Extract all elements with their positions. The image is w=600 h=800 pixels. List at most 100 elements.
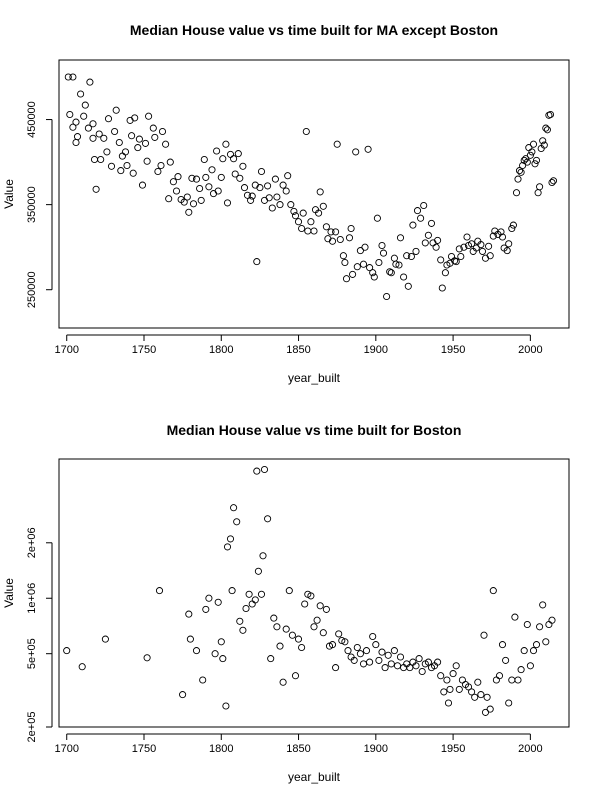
y-tick-label: 2e+06: [26, 527, 38, 558]
data-point: [526, 151, 534, 159]
data-point: [192, 175, 201, 183]
data-point: [532, 641, 541, 649]
data-point: [549, 177, 558, 185]
data-point: [434, 236, 442, 244]
x-tick-label: 1750: [132, 344, 156, 356]
data-point: [509, 221, 517, 229]
data-point: [154, 167, 162, 176]
data-point: [542, 124, 550, 132]
data-point: [338, 636, 346, 645]
data-point: [264, 182, 272, 190]
data-point: [432, 243, 440, 251]
data-point: [251, 596, 259, 604]
y-tick-label: 2e+05: [26, 712, 38, 743]
data-points: [64, 73, 558, 301]
data-point: [310, 227, 318, 235]
data-point: [134, 144, 142, 152]
x-tick-label: 1950: [441, 743, 465, 755]
data-point: [236, 617, 244, 625]
data-point: [162, 140, 170, 148]
data-point: [257, 167, 266, 176]
data-point: [129, 169, 137, 177]
data-point: [522, 155, 530, 163]
data-point: [370, 273, 378, 281]
data-point: [100, 134, 108, 142]
data-point: [219, 155, 227, 163]
data-point: [257, 590, 266, 598]
data-point: [294, 218, 303, 226]
data-point: [247, 196, 255, 204]
data-point: [485, 242, 493, 250]
data-point: [282, 625, 290, 633]
data-point: [539, 601, 547, 609]
data-point: [179, 691, 187, 699]
data-point: [514, 676, 522, 684]
data-point: [264, 515, 272, 523]
data-point: [350, 656, 358, 664]
data-point: [313, 616, 321, 624]
data-point: [217, 638, 225, 646]
data-point: [327, 228, 335, 236]
data-point: [424, 658, 432, 666]
data-point: [474, 678, 482, 686]
data-point: [387, 660, 395, 668]
data-point: [149, 124, 157, 132]
data-point: [364, 145, 372, 153]
data-point: [404, 282, 412, 290]
data-point: [112, 106, 120, 114]
data-point: [141, 139, 150, 147]
data-point: [514, 175, 522, 183]
data-point: [279, 181, 287, 189]
data-point: [344, 647, 352, 655]
data-point: [396, 234, 405, 242]
data-point: [505, 240, 513, 248]
data-point: [245, 590, 253, 598]
data-point: [361, 243, 369, 251]
data-point: [271, 175, 279, 183]
data-point: [298, 224, 306, 233]
data-point: [381, 664, 389, 672]
data-point: [97, 155, 105, 164]
data-point: [213, 147, 221, 155]
data-point: [103, 148, 111, 156]
data-point: [322, 223, 330, 231]
data-point: [505, 699, 513, 707]
data-point: [239, 626, 247, 634]
data-point: [396, 653, 405, 661]
data-point: [407, 252, 415, 261]
data-point: [166, 158, 174, 166]
x-tick-label: 1900: [364, 344, 388, 356]
data-point: [151, 133, 159, 141]
data-point: [472, 244, 480, 252]
data-point: [69, 123, 77, 131]
data-point: [443, 676, 451, 684]
data-point: [477, 691, 485, 699]
data-point: [84, 124, 92, 132]
data-point: [123, 161, 131, 170]
data-point: [174, 173, 182, 181]
data-point: [471, 693, 479, 701]
data-point: [101, 635, 109, 643]
x-tick-label: 1850: [286, 743, 310, 755]
data-point: [307, 218, 315, 226]
data-point: [332, 664, 340, 672]
data-point: [69, 73, 77, 81]
data-point: [515, 167, 524, 175]
chart-panel-boston: Median House value vs time built for Bos…: [2, 422, 570, 784]
data-point: [543, 126, 551, 134]
data-point: [392, 260, 400, 268]
data-point: [319, 202, 327, 210]
data-point: [189, 200, 198, 208]
data-point: [183, 193, 191, 201]
x-tick-label: 2000: [518, 743, 542, 755]
data-point: [222, 140, 230, 148]
data-point: [421, 239, 429, 247]
data-point: [366, 264, 374, 272]
data-point: [208, 166, 216, 174]
data-point: [158, 127, 167, 136]
data-point: [328, 641, 337, 649]
data-point: [223, 199, 232, 207]
data-point: [341, 638, 349, 646]
data-point: [78, 663, 86, 671]
